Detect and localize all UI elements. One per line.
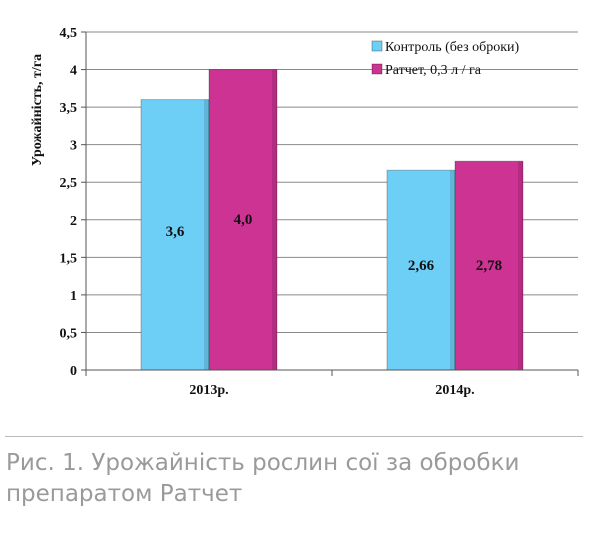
data-label: 4,0 <box>234 212 253 228</box>
bar-shade <box>450 170 455 370</box>
legend: Контроль (без оброки) Ратчет, 0,3 л / га <box>371 40 520 78</box>
y-tick-label: 3 <box>70 139 77 154</box>
value-labels: 3,6 4,0 2,66 2,78 <box>166 212 503 274</box>
axes: 0 0,5 1 1,5 2 2,5 3 3,5 4 4,5 2013р. 2014р. <box>60 26 579 398</box>
x-category-label: 2014р. <box>435 383 474 398</box>
y-axis-title: Урожайність, т/га <box>30 54 45 166</box>
y-tick-label: 1 <box>70 289 77 304</box>
caption-divider <box>5 436 583 437</box>
bars <box>140 69 524 371</box>
legend-swatch <box>371 40 383 52</box>
data-label: 2,78 <box>476 258 502 274</box>
y-tick-label: 3,5 <box>60 101 78 116</box>
legend-label: Контроль (без оброки) <box>385 40 520 55</box>
bar-ratchet-2 <box>454 160 524 371</box>
data-label: 3,6 <box>166 224 185 240</box>
bar-shade <box>204 99 209 370</box>
y-tick-label: 0 <box>70 364 77 379</box>
bar-chart: 0 0,5 1 1,5 2 2,5 3 3,5 4 4,5 2013р. 2014р. 3,6 4,0 2… <box>30 26 579 398</box>
bar-shade <box>272 69 277 371</box>
bar-ratchet-1 <box>208 69 278 371</box>
legend-swatch <box>371 63 383 75</box>
bar-shade <box>518 161 523 370</box>
legend-label: Ратчет, 0,3 л / га <box>385 63 482 78</box>
y-tick-label: 4,5 <box>60 26 78 41</box>
figure-caption: Рис. 1. Урожайність рослин сої за обробк… <box>6 450 520 507</box>
y-tick-label: 1,5 <box>60 251 78 266</box>
data-label: 2,66 <box>408 258 435 274</box>
x-category-label: 2013р. <box>189 383 228 398</box>
y-tick-label: 2 <box>70 214 77 229</box>
y-tick-label: 4 <box>70 64 77 79</box>
y-tick-label: 2,5 <box>60 176 78 191</box>
y-tick-label: 0,5 <box>60 326 78 341</box>
